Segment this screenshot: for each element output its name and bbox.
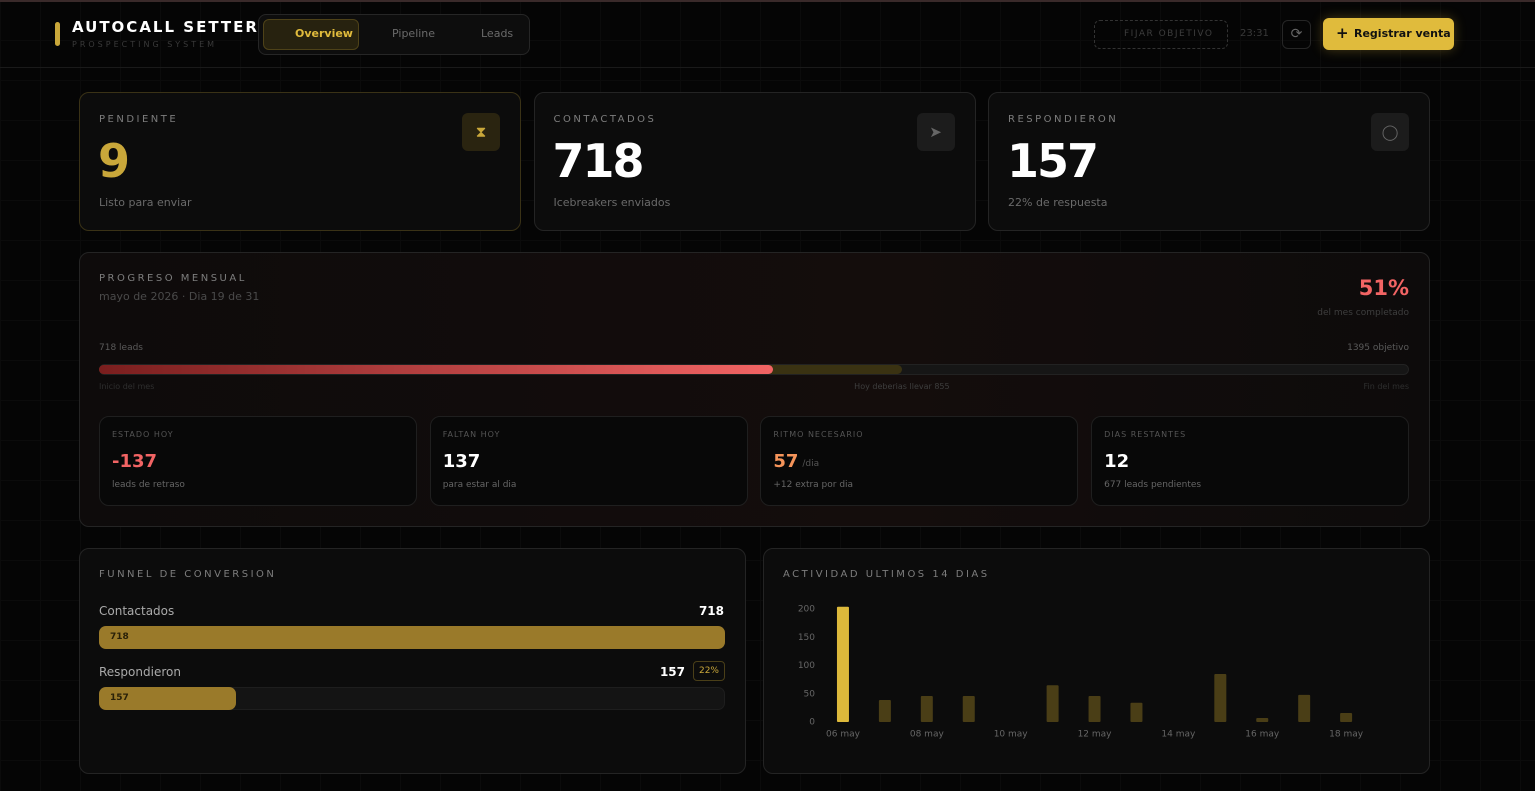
x-tick-label: 14 may [1161,730,1196,740]
funnel-rate: 22% [693,661,725,681]
cta-icon: + [1336,24,1349,42]
stat-note: Listo para enviar [99,196,192,209]
nav-item[interactable]: Leads [481,27,514,40]
activity-card [763,548,1430,774]
funnel-bar-label: 157 [110,693,129,703]
bar [1214,673,1227,722]
goal-end [1408,365,1409,374]
funnel-card [79,548,746,774]
kpi-label: RITMO NECESARIO [773,430,864,439]
kpi-box [760,416,1079,506]
bar [920,696,933,722]
stat-label: CONTACTADOS [553,114,657,125]
kpi-note: para estar al dia [442,480,517,490]
cta-label[interactable]: Registrar venta [1354,27,1451,40]
stat-label: RESPONDIERON [1008,114,1119,125]
clock: 23:31 [1240,28,1269,39]
kpi-box [99,416,417,506]
cta-button[interactable] [1323,18,1454,50]
kpi-note: leads de retraso [112,480,185,490]
nav-item[interactable]: Pipeline [392,27,436,40]
kpi-label: DIAS RESTANTES [1104,430,1187,439]
stat-note: 22% de respuesta [1008,196,1108,209]
kpi-label: ESTADO HOY [112,430,174,439]
x-tick-label: 10 may [994,730,1029,740]
header-divider [0,67,1535,68]
tagline: PROSPECTING SYSTEM [72,40,218,49]
kpi-value: 12 [1104,451,1130,472]
bar [836,606,849,722]
y-tick-label: 50 [804,689,816,699]
y-tick-label: 0 [809,718,815,728]
bar [878,699,891,722]
x-tick-label: 06 may [826,730,861,740]
kpi-note: +12 extra por dia [773,480,854,490]
funnel-label: Contactados [99,604,175,618]
done-label: 718 leads [99,343,143,353]
stat-note: Icebreakers enviados [553,196,671,209]
stat-icon: ⧗ [462,113,500,151]
goal-label: 1395 objetivo [1347,343,1409,353]
funnel-bar-label: 718 [110,632,129,642]
kpi-box [1091,416,1410,506]
refresh-button[interactable]: ⟳ [1282,20,1311,49]
kpi-value: 137 [442,451,481,472]
stat-value: 157 [1007,134,1099,188]
kpi-label: FALTAN HOY [442,430,501,439]
funnel-bar [99,687,236,710]
funnel-value: 157 [659,665,685,679]
bar [1340,712,1353,722]
bar [1298,694,1311,722]
bar [1046,685,1059,722]
funnel-bar [99,626,725,649]
progress-subtitle: mayo de 2026 · Dia 19 de 31 [99,290,260,303]
activity-chart: 0 50 100 150 200 06 may 08 may 10 may 12 may 14 m… [798,605,1364,740]
stat-value: 9 [98,134,130,188]
stat-icon: ◯ [1371,113,1409,151]
x-tick-label: 12 may [1078,730,1113,740]
y-tick-label: 150 [798,633,815,643]
end-label: Fin del mes [1363,382,1409,391]
bar [1088,696,1101,722]
x-tick-label: 16 may [1245,730,1280,740]
y-tick-label: 100 [798,661,815,671]
bar [962,696,975,722]
done-fill [99,365,774,374]
kpi-value: -137 [112,451,158,472]
stat-card [988,92,1430,231]
start-label: Inicio del mes [99,382,155,391]
stat-card [79,92,521,231]
stat-icon: ➤ [916,113,955,151]
nav-active [263,19,359,50]
kpi-value: 57 [773,451,799,472]
progress-percent-note: del mes completado [1317,308,1409,318]
stat-value: 718 [552,134,645,188]
brand: AUTOCALL SETTER [72,18,259,36]
expected-label: Hoy deberias llevar 855 [854,382,950,391]
stat-label: PENDIENTE [99,114,179,125]
kpi-unit: /dia [802,459,820,469]
kpi-note: 677 leads pendientes [1104,480,1202,490]
funnel-value: 718 [698,604,724,618]
kpi-box [429,416,748,506]
goal-button-label[interactable]: FIJAR OBJETIVO [1124,29,1214,39]
brand-mark [55,22,60,46]
x-tick-label: 18 may [1329,730,1364,740]
top-edge [0,0,1535,2]
funnel-title: FUNNEL DE CONVERSION [99,569,277,580]
bar [1130,702,1143,722]
x-tick-label: 08 may [910,730,945,740]
y-tick-label: 200 [798,605,815,615]
funnel-label: Respondieron [99,665,181,679]
progress-title: PROGRESO MENSUAL [99,273,247,284]
nav-item[interactable]: Overview [295,27,353,40]
activity-title: ACTIVIDAD ULTIMOS 14 DIAS [783,569,990,580]
bar [1256,718,1269,722]
goal-button[interactable] [1094,20,1228,49]
progress-percent: 51% [1358,276,1409,300]
stat-card [533,92,976,231]
